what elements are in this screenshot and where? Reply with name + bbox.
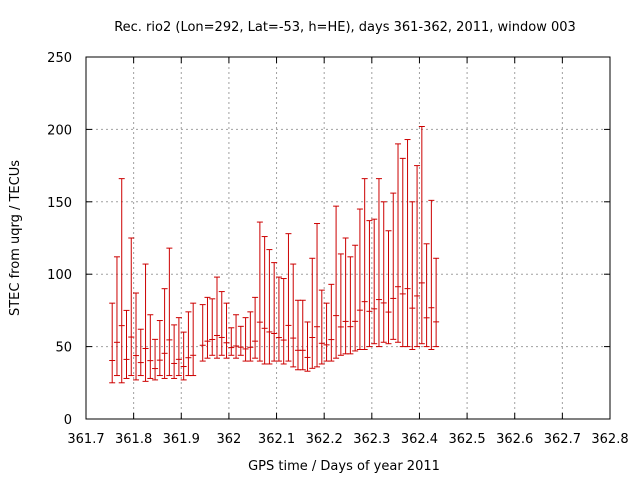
error-bar — [261, 236, 268, 365]
error-bar — [171, 324, 178, 379]
error-bar-series — [109, 126, 440, 384]
error-bar — [218, 291, 225, 356]
error-bar — [233, 314, 240, 359]
error-bar — [137, 328, 144, 377]
error-bar — [266, 249, 273, 365]
error-bar — [314, 223, 321, 368]
error-bar — [428, 199, 435, 350]
y-tick-label: 100 — [47, 268, 72, 283]
error-bar — [156, 320, 163, 377]
error-bar — [271, 262, 278, 362]
error-bar — [342, 237, 349, 355]
error-bar — [175, 317, 182, 377]
error-bar — [395, 143, 402, 343]
error-bar — [123, 309, 130, 379]
error-bar — [375, 178, 382, 348]
error-bar — [414, 165, 421, 348]
error-bar — [152, 338, 159, 381]
error-bar — [180, 331, 187, 381]
error-bar — [423, 243, 430, 348]
error-bar — [237, 325, 244, 356]
error-bar — [118, 178, 125, 384]
x-tick-label: 361.8 — [115, 432, 152, 447]
x-tick-label: 361.7 — [67, 432, 104, 447]
x-tick-label: 362.4 — [401, 432, 438, 447]
x-tick-label: 362 — [216, 432, 241, 447]
error-bar — [418, 126, 425, 345]
error-bar — [209, 298, 216, 356]
y-axis-label: STEC from uqrg / TECUs — [8, 160, 23, 316]
error-bar — [304, 321, 311, 372]
x-tick-labels: 361.7 361.8 361.9 362 362.1 362.2 362.3 362.4 36… — [67, 432, 628, 447]
error-bar — [147, 314, 154, 379]
error-bar — [256, 221, 263, 362]
error-bar — [247, 311, 254, 362]
x-tick-label: 362.1 — [258, 432, 295, 447]
error-bar — [223, 302, 230, 359]
error-bar — [228, 327, 235, 356]
error-bar — [356, 208, 363, 350]
plot-frame — [85, 56, 611, 420]
error-bar — [318, 289, 325, 365]
error-bar — [399, 157, 406, 348]
error-bar — [275, 276, 282, 362]
error-bar — [380, 201, 387, 343]
error-bar — [361, 178, 368, 350]
error-bar — [128, 237, 135, 377]
error-bar — [328, 283, 335, 362]
error-bar — [404, 139, 411, 348]
error-bar — [109, 302, 116, 384]
error-bar — [285, 233, 292, 362]
x-tick-label: 362.5 — [448, 432, 485, 447]
error-bar — [347, 256, 354, 355]
y-tick-label: 250 — [47, 51, 72, 66]
error-bar — [309, 257, 316, 369]
x-tick-label: 362.7 — [544, 432, 581, 447]
error-bar — [280, 278, 287, 365]
error-bar — [199, 304, 206, 362]
error-bar — [433, 257, 440, 348]
error-bar — [166, 247, 173, 377]
error-bar — [290, 263, 297, 368]
error-bar — [371, 218, 378, 345]
error-bar — [242, 317, 249, 362]
error-bar — [385, 230, 392, 345]
chart-title: Rec. rio2 (Lon=292, Lat=-53, h=HE), days… — [114, 20, 576, 35]
error-bar — [352, 244, 359, 352]
error-bar — [390, 192, 397, 340]
y-tick-label: 0 — [64, 413, 72, 428]
error-bar — [113, 256, 120, 377]
x-tick-label: 361.9 — [163, 432, 200, 447]
error-bar — [185, 311, 192, 377]
error-bar — [252, 296, 259, 359]
x-axis-label: GPS time / Days of year 2011 — [248, 459, 440, 474]
error-bar — [366, 220, 373, 348]
error-bar — [333, 205, 340, 359]
error-bar — [299, 299, 306, 371]
error-bar — [204, 296, 211, 359]
x-tick-label: 362.2 — [306, 432, 343, 447]
x-tick-label: 362.8 — [591, 432, 628, 447]
y-tick-label: 150 — [47, 196, 72, 211]
x-tick-label: 362.6 — [496, 432, 533, 447]
axis-ticks — [85, 56, 611, 420]
error-bar — [214, 276, 220, 359]
y-tick-label: 50 — [55, 341, 72, 356]
error-bar — [133, 292, 140, 381]
y-tick-labels: 0 50 100 150 200 250 — [47, 51, 72, 428]
error-bar — [409, 201, 416, 350]
error-bar — [337, 253, 344, 356]
grid-lines — [86, 57, 610, 419]
error-bar — [161, 288, 168, 379]
error-bar — [190, 302, 197, 377]
x-tick-label: 362.3 — [353, 432, 390, 447]
y-tick-label: 200 — [47, 123, 72, 138]
error-bar — [294, 299, 301, 371]
error-bar — [142, 263, 149, 382]
